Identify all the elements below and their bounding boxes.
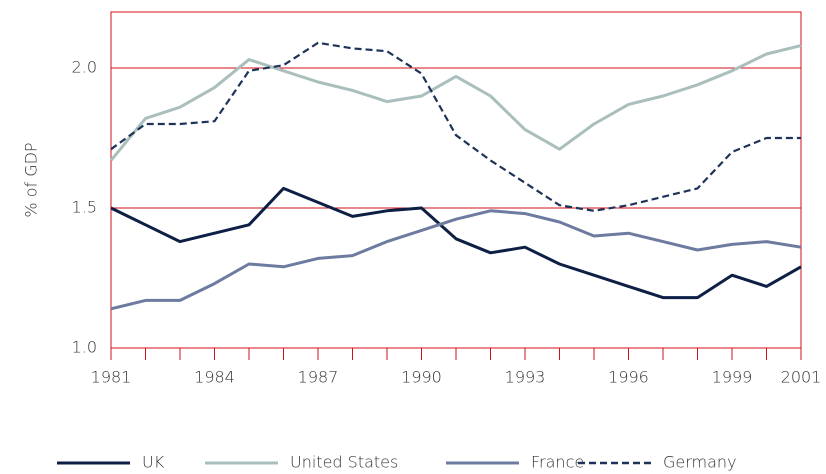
y-tick-label: 1.0 bbox=[72, 338, 97, 357]
x-tick-label: 1996 bbox=[608, 368, 649, 387]
legend-label: United States bbox=[290, 453, 398, 472]
y-tick-label: 1.5 bbox=[72, 198, 97, 217]
legend-label: UK bbox=[142, 453, 165, 472]
data-line bbox=[110, 186, 802, 300]
x-tick-label: 1984 bbox=[194, 368, 235, 387]
legend-label: Germany bbox=[663, 453, 737, 472]
data-line bbox=[110, 209, 802, 311]
data-line bbox=[109, 44, 802, 162]
x-tick-label: 1999 bbox=[712, 368, 753, 387]
x-tick-label: 2001 bbox=[781, 368, 822, 387]
x-tick-label: 1993 bbox=[505, 368, 546, 387]
x-tick-label: 1987 bbox=[298, 368, 339, 387]
legend-label: France bbox=[531, 453, 584, 472]
x-tick-label: 1990 bbox=[401, 368, 442, 387]
data-line bbox=[110, 41, 801, 212]
y-axis-label: % of GDP bbox=[22, 142, 41, 217]
x-tick-label: 1981 bbox=[91, 368, 132, 387]
y-tick-label: 2.0 bbox=[72, 58, 97, 77]
